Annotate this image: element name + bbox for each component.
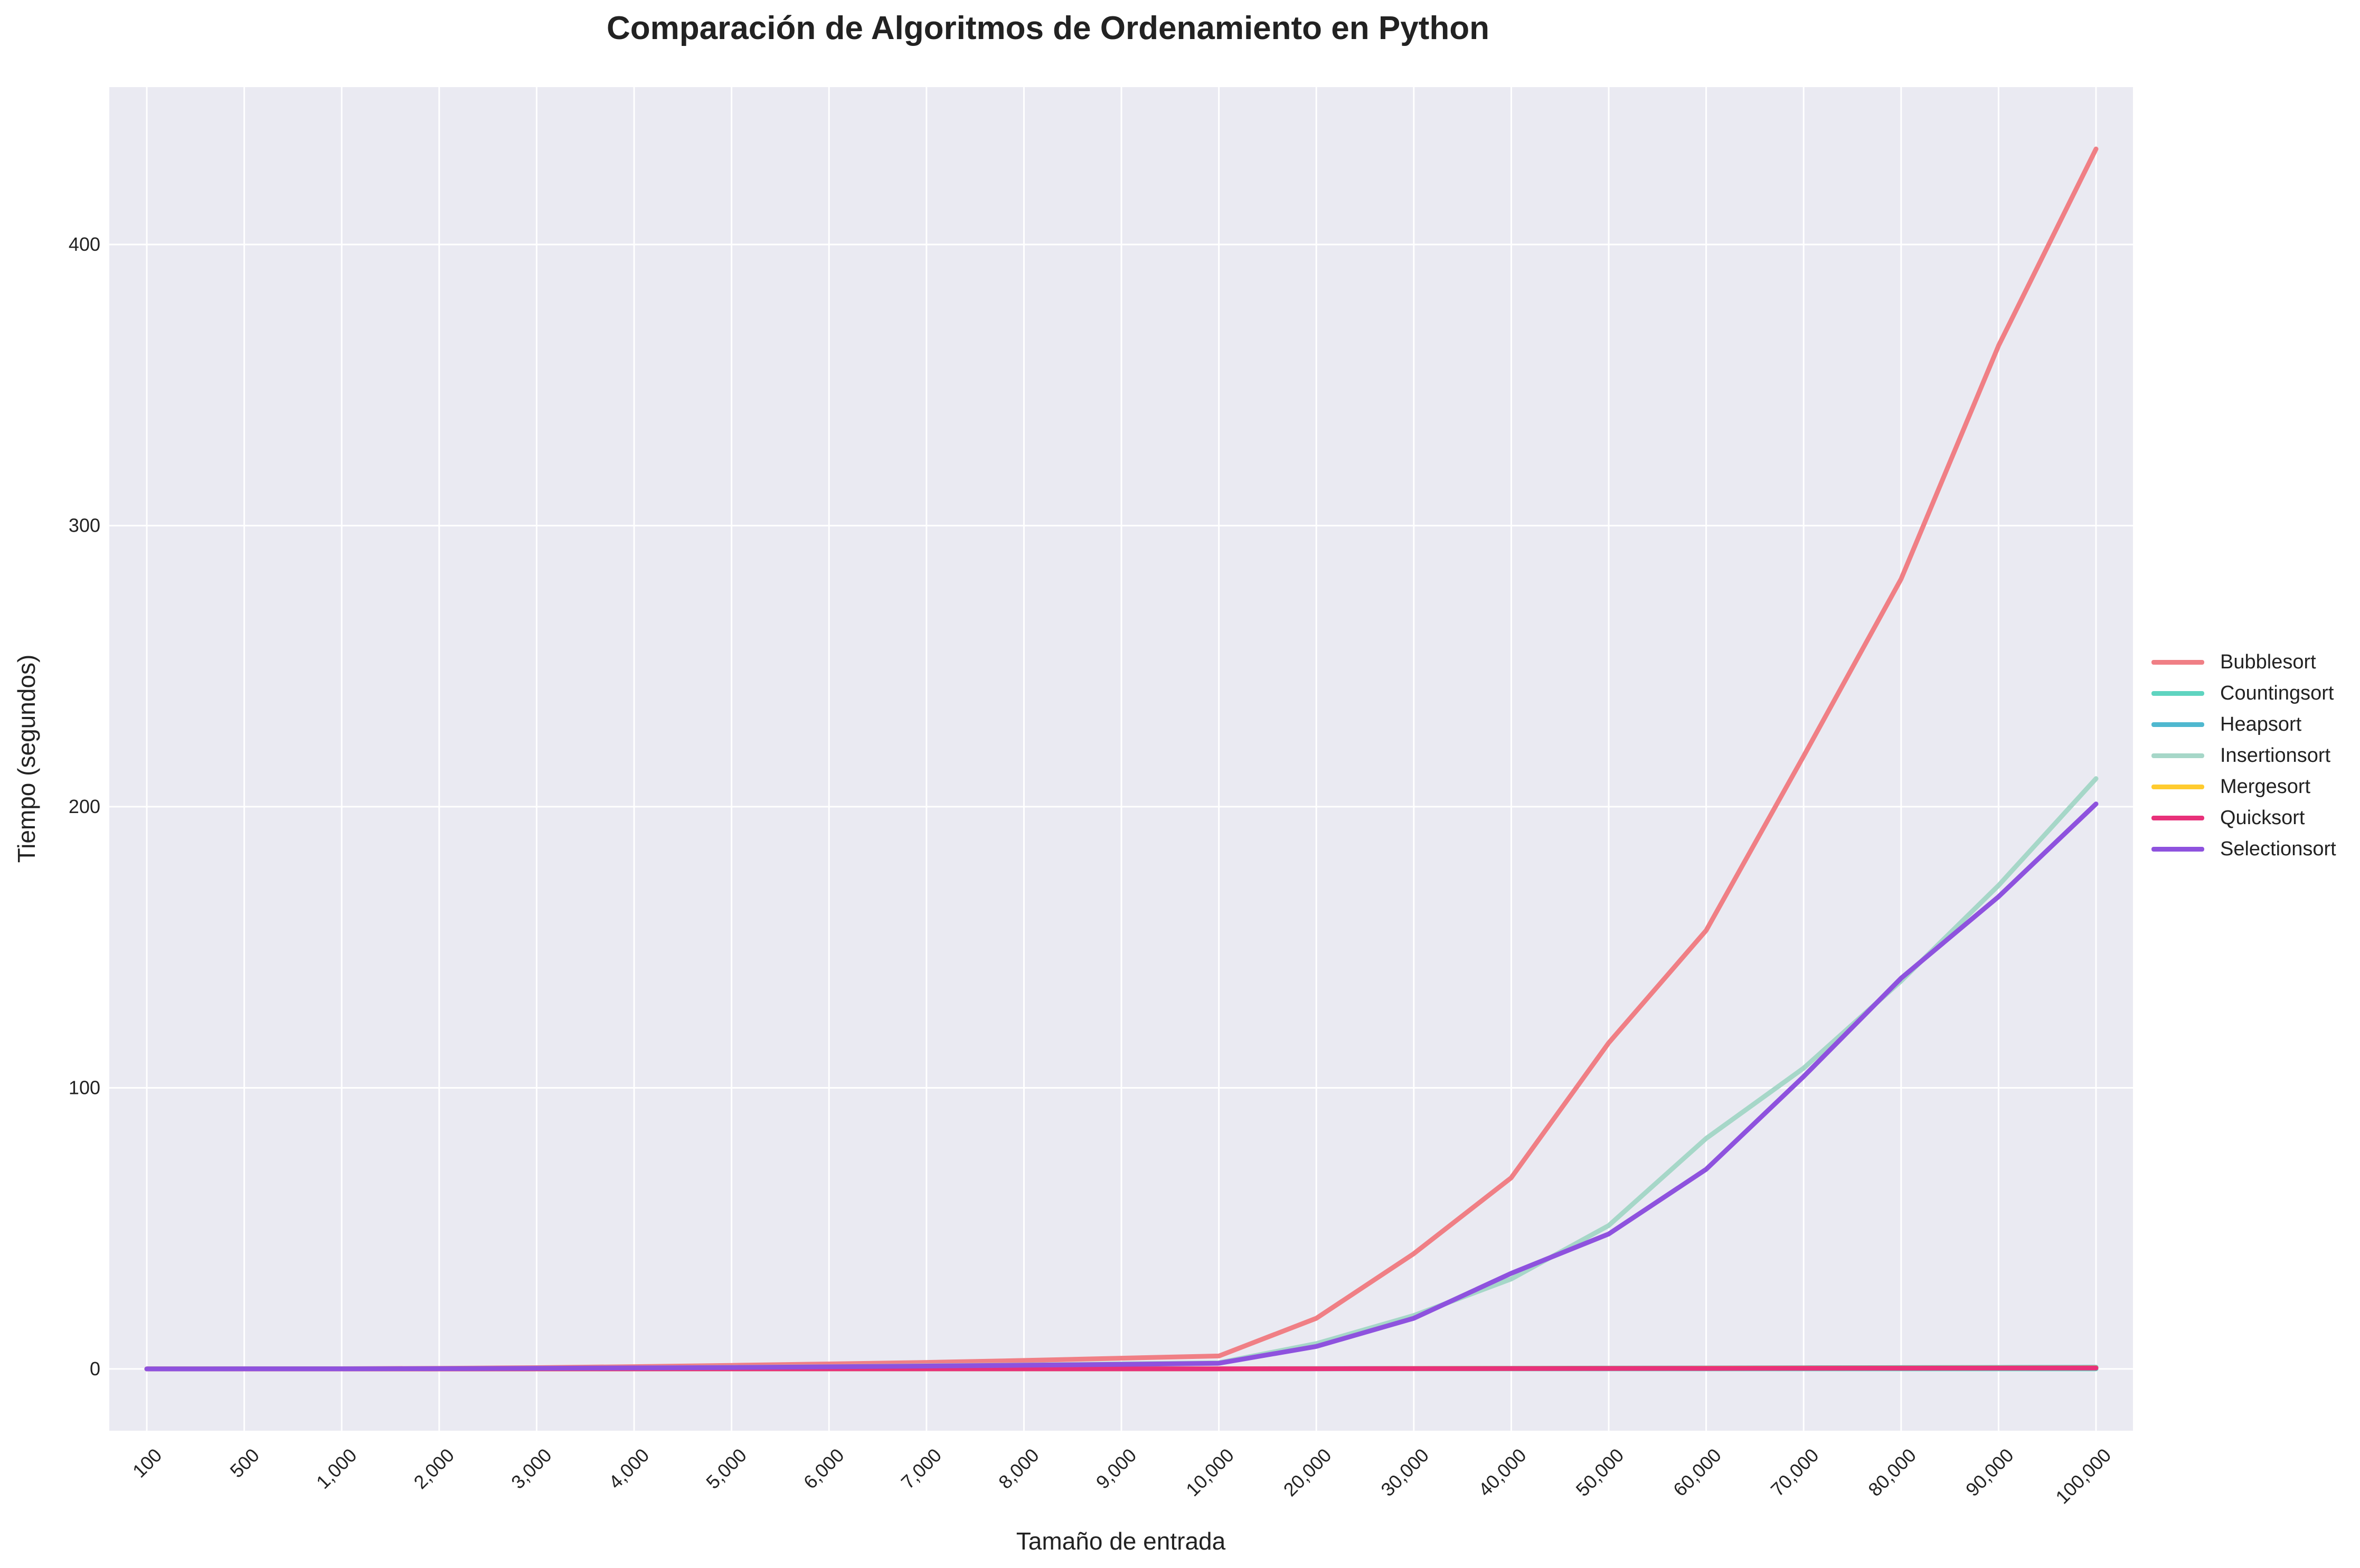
x-tick-label: 8,000 [994, 1444, 1043, 1493]
legend-swatch [2151, 753, 2204, 758]
y-tick-label: 0 [90, 1358, 100, 1380]
x-tick-label: 5,000 [702, 1444, 751, 1493]
x-tick-label: 100 [128, 1444, 166, 1481]
y-tick-label: 400 [69, 233, 100, 255]
x-axis-label: Tamaño de entrada [1016, 1527, 1226, 1555]
x-tick-label: 80,000 [1864, 1444, 1920, 1500]
legend-item-quicksort: Quicksort [2151, 802, 2336, 834]
legend-item-heapsort: Heapsort [2151, 709, 2336, 740]
series-line-selectionsort [144, 801, 2099, 1372]
x-tick-label: 20,000 [1279, 1444, 1336, 1500]
series-lines [144, 146, 2099, 1372]
x-tick-label: 3,000 [507, 1444, 556, 1493]
x-tick-label: 1,000 [312, 1444, 361, 1493]
legend-label: Quicksort [2220, 807, 2305, 829]
x-tick-labels: 100 500 1,000 2,000 3,000 4,000 5,000 6,000 7,00… [128, 1444, 2115, 1508]
chart-title: Comparación de Algoritmos de Ordenamient… [607, 10, 1489, 46]
legend-item-selectionsort: Selectionsort [2151, 834, 2336, 865]
legend-label: Heapsort [2220, 713, 2302, 735]
legend: Bubblesort Countingsort Heapsort Insertions… [2151, 647, 2336, 865]
x-tick-label: 4,000 [605, 1444, 654, 1493]
x-tick-label: 7,000 [896, 1444, 946, 1493]
x-tick-label: 70,000 [1767, 1444, 1823, 1500]
x-tick-label: 100,000 [2051, 1444, 2115, 1508]
y-axis-label: Tiempo (segundos) [13, 655, 40, 863]
legend-label: Countingsort [2220, 682, 2334, 704]
x-tick-label: 2,000 [409, 1444, 458, 1493]
x-tick-label: 90,000 [1961, 1444, 2018, 1500]
y-tick-label: 100 [69, 1076, 100, 1098]
x-tick-label: 40,000 [1474, 1444, 1531, 1500]
y-tick-label: 300 [69, 515, 100, 536]
legend-swatch [2151, 691, 2204, 696]
legend-label: Insertionsort [2220, 744, 2331, 767]
legend-item-bubblesort: Bubblesort [2151, 647, 2336, 678]
legend-label: Mergesort [2220, 776, 2311, 798]
legend-item-countingsort: Countingsort [2151, 678, 2336, 709]
y-tick-label: 200 [69, 796, 100, 817]
legend-item-mergesort: Mergesort [2151, 771, 2336, 802]
x-tick-label: 500 [225, 1444, 263, 1481]
legend-label: Selectionsort [2220, 838, 2336, 860]
legend-item-insertionsort: Insertionsort [2151, 740, 2336, 771]
x-tick-label: 60,000 [1669, 1444, 1725, 1500]
x-tick-label: 10,000 [1182, 1444, 1238, 1500]
legend-swatch [2151, 816, 2204, 820]
legend-swatch [2151, 847, 2204, 852]
legend-label: Bubblesort [2220, 651, 2316, 673]
x-tick-label: 30,000 [1376, 1444, 1433, 1500]
grid-lines [109, 87, 2133, 1431]
x-tick-label: 6,000 [799, 1444, 848, 1493]
x-tick-label: 50,000 [1571, 1444, 1628, 1500]
legend-swatch [2151, 785, 2204, 789]
x-tick-label: 9,000 [1092, 1444, 1141, 1493]
legend-swatch [2151, 660, 2204, 665]
legend-swatch [2151, 722, 2204, 727]
y-tick-labels: 0 100 200 300 400 [69, 233, 100, 1380]
